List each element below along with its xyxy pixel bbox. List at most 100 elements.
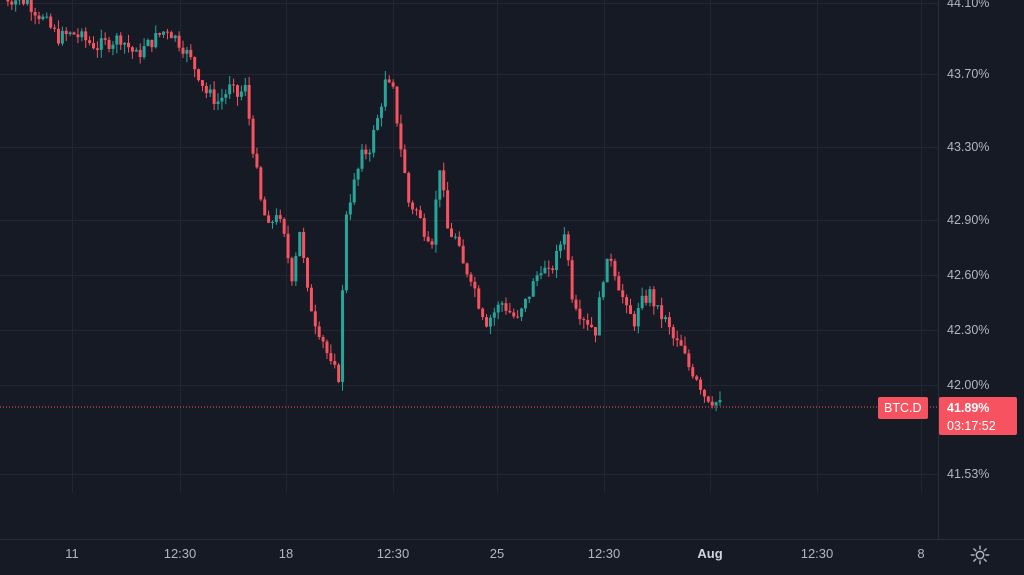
candle-body [142, 46, 146, 58]
candle-body [644, 295, 648, 303]
candle-body [535, 275, 539, 282]
candle-body [88, 40, 92, 44]
candle-body [169, 32, 173, 39]
candle-body [621, 290, 625, 298]
candle-body [403, 149, 407, 173]
price-tick-label: 43.30% [947, 140, 990, 154]
candle-body [21, 0, 25, 5]
time-tick-label: 12:30 [163, 546, 197, 561]
time-tick-label: 18 [278, 546, 294, 561]
candle-body [523, 298, 527, 309]
candle-body [558, 244, 562, 251]
candle-body [695, 376, 699, 380]
candle-body [372, 129, 376, 153]
candle-body [193, 57, 197, 70]
candle-body [652, 289, 656, 307]
candle-body [578, 308, 582, 320]
candle-body [465, 263, 469, 275]
candle-body [263, 199, 267, 216]
candle-body [675, 338, 679, 341]
candle-body [212, 89, 216, 104]
candle-body [333, 361, 337, 365]
candle-body [531, 281, 535, 297]
candle-body [699, 379, 703, 390]
current-price-badge: 41.89% 03:17:52 [939, 397, 1017, 435]
candle-body [679, 340, 683, 346]
candle-body [150, 39, 154, 48]
candle-body [555, 250, 559, 271]
candle-body [488, 317, 492, 327]
candle-body [527, 296, 531, 299]
candle-body [146, 39, 150, 47]
candle-body [177, 35, 181, 48]
candle-body [154, 33, 158, 48]
candle-body [247, 84, 251, 119]
candle-body [181, 47, 185, 54]
candle-body [158, 33, 162, 35]
candle-body [426, 236, 430, 242]
candle-body [348, 202, 352, 215]
candle-body [601, 282, 605, 298]
candle-body [286, 233, 290, 259]
candle-body [204, 86, 208, 94]
candle-body [173, 35, 177, 39]
candle-body [660, 305, 664, 320]
time-tick-label: 11 [65, 546, 79, 561]
candle-body [68, 32, 72, 35]
candle-body [313, 311, 317, 327]
candle-body [352, 179, 356, 203]
candle-body [590, 324, 594, 328]
candle-body [586, 320, 590, 325]
candle-body [516, 316, 520, 318]
candle-body [10, 1, 14, 5]
candle-body [107, 39, 111, 49]
candle-body [450, 228, 453, 237]
candle-body [706, 396, 710, 402]
candle-body [691, 367, 695, 377]
gear-icon[interactable] [969, 544, 991, 566]
candle-body [702, 389, 706, 397]
candle-body [457, 236, 461, 246]
candle-body [718, 400, 722, 403]
candle-body [570, 260, 574, 300]
candle-body [648, 289, 652, 303]
candle-body [282, 218, 286, 234]
candle-body [632, 313, 636, 327]
candle-body [329, 353, 333, 362]
candle-body [360, 149, 364, 169]
candle-body [220, 97, 224, 102]
candle-body [566, 234, 570, 261]
candle-body [29, 0, 33, 12]
price-tick-label: 41.53% [947, 467, 990, 481]
candle-body [714, 402, 718, 406]
candle-body [41, 16, 45, 20]
candle-body [317, 326, 321, 338]
candle-body [508, 310, 512, 313]
candle-body [364, 149, 368, 155]
candle-body [485, 317, 489, 327]
candle-body [162, 31, 166, 35]
bar-countdown: 03:17:52 [947, 419, 996, 433]
candle-body [609, 258, 613, 261]
time-tick-label: 12:30 [800, 546, 834, 561]
candle-body [710, 401, 714, 406]
candle-body [625, 297, 629, 306]
candle-body [130, 47, 134, 52]
candle-body [255, 153, 259, 168]
candle-body [496, 304, 500, 313]
candle-body [395, 86, 399, 124]
candle-body [92, 43, 95, 49]
candle-body [500, 303, 504, 305]
candle-body [473, 281, 477, 289]
price-tick-label: 42.90% [947, 213, 990, 227]
candle-body [33, 11, 37, 16]
candle-body [383, 79, 387, 107]
candle-body [368, 152, 372, 155]
candle-body [321, 337, 325, 342]
candle-body [267, 215, 271, 223]
price-tick-label: 43.70% [947, 67, 990, 81]
candle-body [477, 288, 481, 309]
candle-body [197, 69, 201, 81]
candle-body [434, 199, 438, 245]
